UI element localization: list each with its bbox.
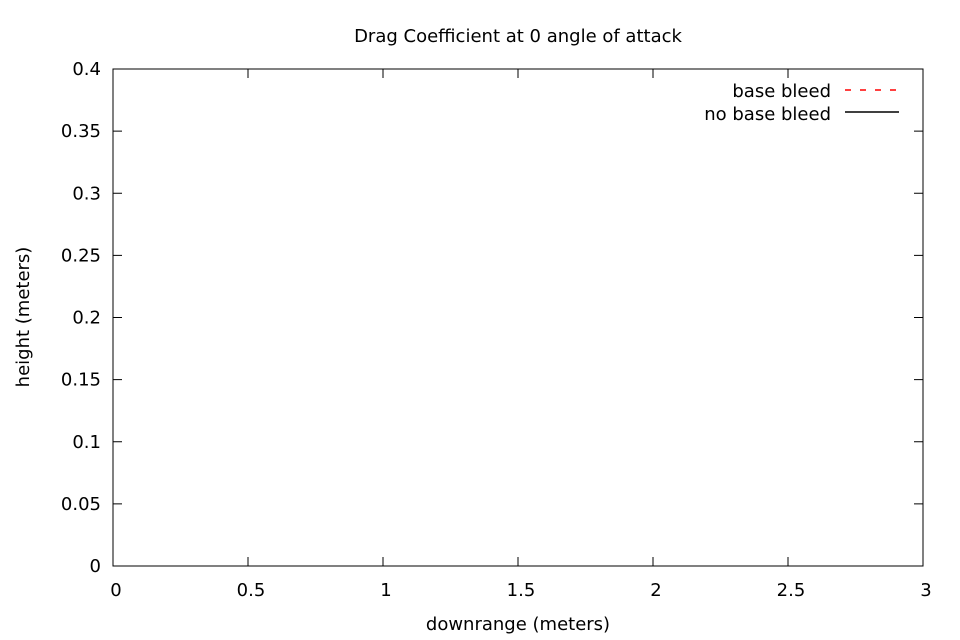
legend-label-no-base-bleed: no base bleed <box>704 104 831 125</box>
x-tick-label: 0.5 <box>237 580 266 601</box>
y-tick-label: 0.05 <box>61 494 101 515</box>
x-tick-label: 1 <box>380 580 391 601</box>
x-axis-ticks: 0 0.5 1 1.5 2 2.5 3 <box>110 69 932 601</box>
y-tick-label: 0.1 <box>72 432 101 453</box>
y-axis-ticks: 0 0.05 0.1 0.15 0.2 0.25 0.3 0.35 0.4 <box>61 59 923 577</box>
y-tick-label: 0.35 <box>61 121 101 142</box>
chart-title: Drag Coefficient at 0 angle of attack <box>354 26 682 47</box>
x-axis-label: downrange (meters) <box>426 614 610 635</box>
x-tick-label: 2 <box>650 580 661 601</box>
y-axis-label: height (meters) <box>13 247 34 388</box>
y-tick-label: 0.3 <box>72 183 101 204</box>
y-tick-label: 0.4 <box>72 59 101 80</box>
x-tick-label: 1.5 <box>507 580 536 601</box>
legend: base bleed no base bleed <box>704 81 899 125</box>
y-tick-label: 0.2 <box>72 308 101 329</box>
legend-label-base-bleed: base bleed <box>732 81 831 102</box>
x-tick-label: 3 <box>920 580 931 601</box>
y-tick-label: 0.15 <box>61 370 101 391</box>
x-tick-label: 0 <box>110 580 121 601</box>
y-tick-label: 0.25 <box>61 245 101 266</box>
plot-frame <box>112 68 924 567</box>
y-tick-label: 0 <box>90 556 101 577</box>
x-tick-label: 2.5 <box>777 580 806 601</box>
